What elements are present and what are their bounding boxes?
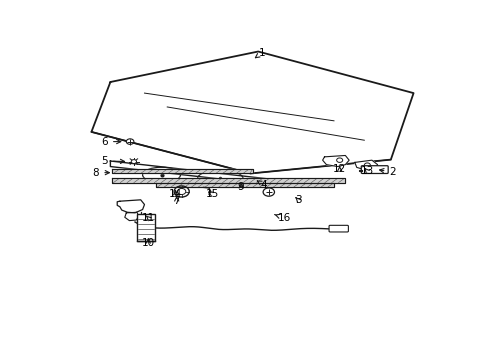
- Polygon shape: [156, 183, 333, 187]
- Text: 8: 8: [93, 168, 109, 177]
- Text: 3: 3: [294, 195, 301, 205]
- Text: 7: 7: [173, 196, 180, 206]
- Text: 15: 15: [205, 189, 219, 199]
- Text: 12: 12: [332, 164, 346, 174]
- Text: 10: 10: [142, 238, 155, 248]
- FancyBboxPatch shape: [361, 166, 387, 174]
- Polygon shape: [117, 200, 144, 213]
- Text: 6: 6: [101, 136, 121, 147]
- Text: 11: 11: [142, 213, 155, 223]
- Text: 1: 1: [255, 48, 265, 58]
- Polygon shape: [112, 179, 345, 183]
- Polygon shape: [322, 156, 348, 167]
- Text: 5: 5: [101, 156, 124, 166]
- Polygon shape: [110, 161, 269, 185]
- Circle shape: [131, 159, 136, 163]
- Text: 13: 13: [360, 166, 373, 176]
- Text: 9: 9: [237, 183, 244, 192]
- Polygon shape: [112, 169, 252, 174]
- Polygon shape: [354, 160, 377, 171]
- Circle shape: [126, 139, 134, 144]
- Polygon shape: [91, 51, 413, 174]
- Polygon shape: [124, 212, 139, 221]
- FancyBboxPatch shape: [328, 225, 347, 232]
- Text: 2: 2: [379, 167, 395, 177]
- Text: 4: 4: [257, 180, 266, 190]
- Text: 14: 14: [169, 189, 182, 199]
- Bar: [137, 214, 155, 242]
- Text: 16: 16: [274, 213, 290, 223]
